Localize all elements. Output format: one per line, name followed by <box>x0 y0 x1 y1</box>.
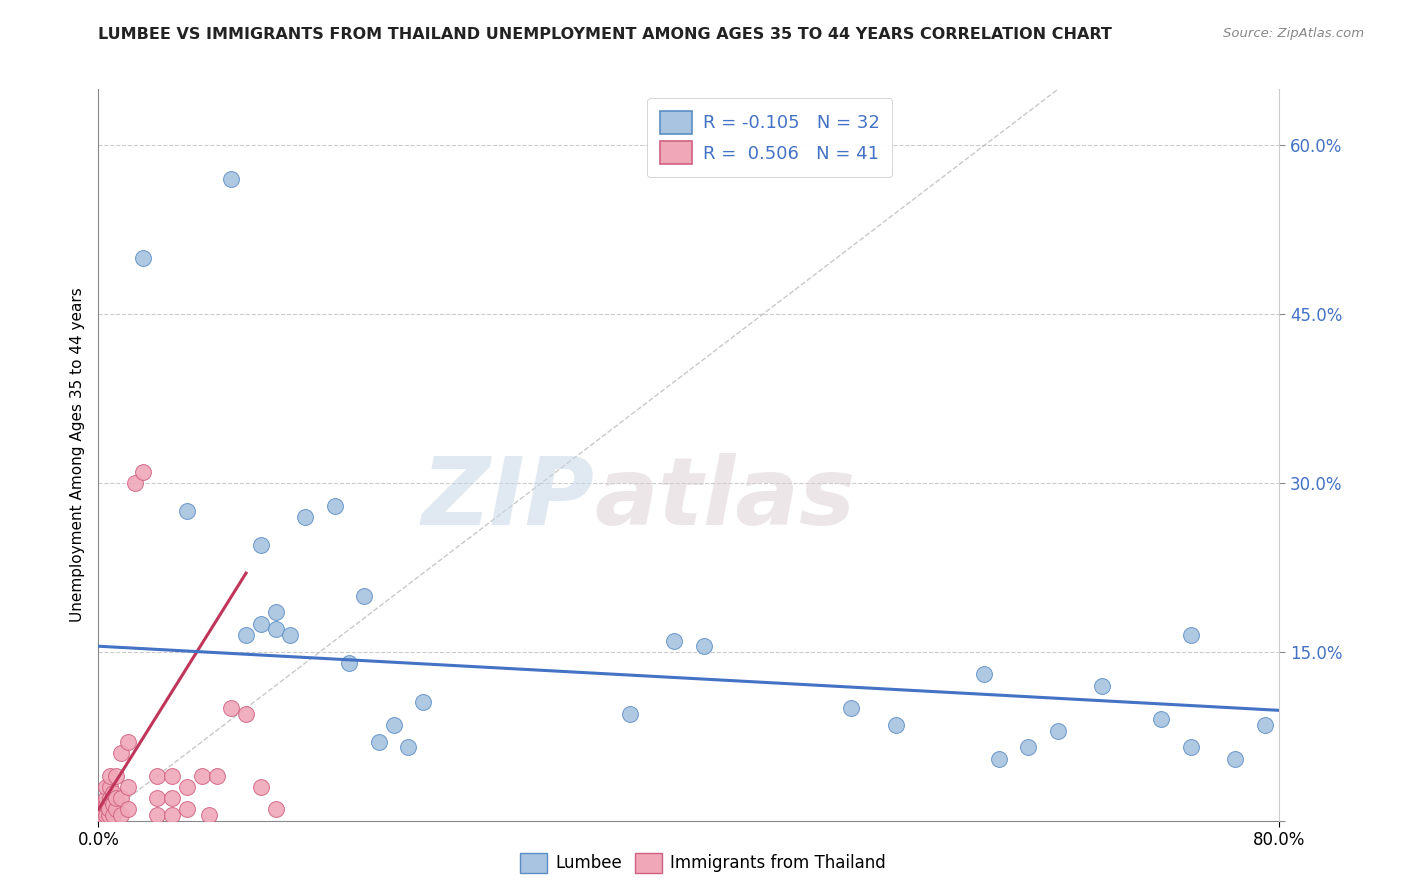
Point <box>176 802 198 816</box>
Point <box>250 538 273 552</box>
Point <box>1046 723 1069 738</box>
Point <box>219 701 242 715</box>
Text: atlas: atlas <box>595 453 856 545</box>
Point <box>353 589 375 603</box>
Point <box>117 802 139 816</box>
Point <box>94 791 117 805</box>
Point <box>191 769 214 783</box>
Text: Source: ZipAtlas.com: Source: ZipAtlas.com <box>1223 27 1364 40</box>
Text: LUMBEE VS IMMIGRANTS FROM THAILAND UNEMPLOYMENT AMONG AGES 35 TO 44 YEARS CORREL: LUMBEE VS IMMIGRANTS FROM THAILAND UNEMP… <box>98 27 1112 42</box>
Point <box>91 802 114 816</box>
Point <box>973 667 995 681</box>
Point <box>98 791 121 805</box>
Point <box>124 476 146 491</box>
Point <box>162 808 183 822</box>
Point <box>146 808 169 822</box>
Point <box>103 797 125 811</box>
Y-axis label: Unemployment Among Ages 35 to 44 years: Unemployment Among Ages 35 to 44 years <box>70 287 86 623</box>
Point <box>1091 679 1114 693</box>
Point <box>294 509 316 524</box>
Legend: R = -0.105   N = 32, R =  0.506   N = 41: R = -0.105 N = 32, R = 0.506 N = 41 <box>647 98 893 178</box>
Point <box>117 780 139 794</box>
Point <box>110 746 132 760</box>
Point <box>97 808 120 822</box>
Point <box>264 606 287 620</box>
Point <box>323 499 346 513</box>
Point <box>250 780 273 794</box>
Point <box>146 791 169 805</box>
Point <box>162 769 183 783</box>
Point <box>132 465 155 479</box>
Point <box>98 769 121 783</box>
Point <box>396 740 419 755</box>
Point <box>1180 740 1202 755</box>
Point <box>841 701 863 715</box>
Point <box>368 735 391 749</box>
Point <box>103 785 125 799</box>
Point <box>219 172 242 186</box>
Point <box>987 752 1010 766</box>
Point <box>105 769 128 783</box>
Point <box>91 808 114 822</box>
Point <box>198 808 221 822</box>
Point <box>1223 752 1246 766</box>
Point <box>176 780 198 794</box>
Point <box>1017 740 1039 755</box>
Point <box>105 791 128 805</box>
Point <box>105 802 128 816</box>
Text: ZIP: ZIP <box>422 453 595 545</box>
Point <box>235 706 257 721</box>
Point <box>884 718 907 732</box>
Point <box>693 639 716 653</box>
Legend: Lumbee, Immigrants from Thailand: Lumbee, Immigrants from Thailand <box>513 847 893 880</box>
Point <box>97 802 120 816</box>
Point <box>412 696 434 710</box>
Point <box>664 633 686 648</box>
Point <box>235 628 257 642</box>
Point <box>1150 712 1173 726</box>
Point <box>205 769 228 783</box>
Point <box>264 623 287 637</box>
Point <box>264 802 287 816</box>
Point <box>339 656 360 670</box>
Point <box>103 808 125 822</box>
Point <box>98 780 121 794</box>
Point <box>117 735 139 749</box>
Point <box>110 791 132 805</box>
Point <box>146 769 169 783</box>
Point <box>110 808 132 822</box>
Point <box>91 797 114 811</box>
Point <box>94 797 117 811</box>
Point <box>619 706 641 721</box>
Point <box>132 251 155 265</box>
Point <box>278 628 302 642</box>
Point <box>162 791 183 805</box>
Point <box>176 504 198 518</box>
Point <box>94 780 117 794</box>
Point <box>1254 718 1277 732</box>
Point <box>382 718 405 732</box>
Point <box>250 616 273 631</box>
Point <box>1180 628 1202 642</box>
Point <box>94 808 117 822</box>
